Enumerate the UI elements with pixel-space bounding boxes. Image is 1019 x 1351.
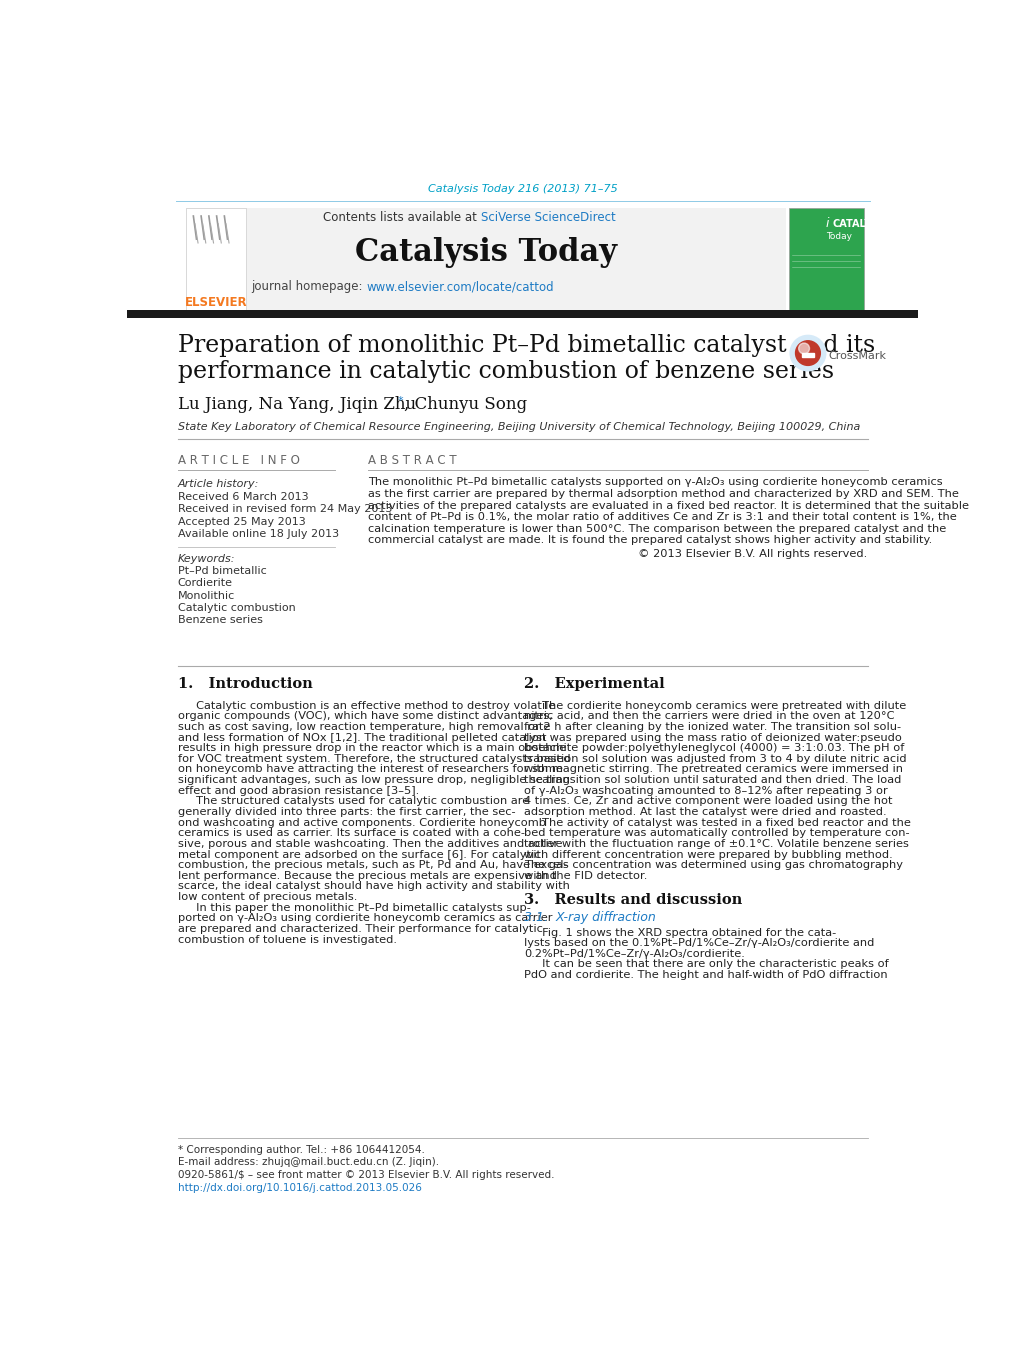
Text: of γ-Al₂O₃ washcoating amounted to 8–12% after repeating 3 or: of γ-Al₂O₃ washcoating amounted to 8–12%… (524, 786, 888, 796)
Text: 1.   Introduction: 1. Introduction (177, 677, 312, 692)
Text: The activity of catalyst was tested in a fixed bed reactor and the: The activity of catalyst was tested in a… (524, 817, 910, 828)
Text: 3.   Results and discussion: 3. Results and discussion (524, 893, 742, 908)
Text: Preparation of monolithic Pt–Pd bimetallic catalyst and its: Preparation of monolithic Pt–Pd bimetall… (177, 334, 874, 357)
Text: Accepted 25 May 2013: Accepted 25 May 2013 (177, 516, 306, 527)
Text: tion was prepared using the mass ratio of deionized water:pseudo: tion was prepared using the mass ratio o… (524, 732, 901, 743)
Text: Cordierite: Cordierite (177, 578, 232, 588)
Text: CrossMark: CrossMark (828, 351, 886, 361)
Text: Catalysis Today 216 (2013) 71–75: Catalysis Today 216 (2013) 71–75 (427, 184, 618, 195)
Text: adsorption method. At last the catalyst were dried and roasted.: adsorption method. At last the catalyst … (524, 807, 887, 817)
Text: Catalysis Today: Catalysis Today (355, 238, 615, 269)
Text: ond washcoating and active components. Cordierite honeycomb: ond washcoating and active components. C… (177, 817, 545, 828)
Text: * Corresponding author. Tel.: +86 1064412054.: * Corresponding author. Tel.: +86 106441… (177, 1146, 424, 1155)
Text: Today: Today (825, 232, 851, 242)
Text: The cordierite honeycomb ceramics were pretreated with dilute: The cordierite honeycomb ceramics were p… (524, 701, 906, 711)
Text: for 2 h after cleaning by the ionized water. The transition sol solu-: for 2 h after cleaning by the ionized wa… (524, 721, 901, 732)
Text: PdO and cordierite. The height and half-width of PdO diffraction: PdO and cordierite. The height and half-… (524, 970, 888, 979)
Text: such as cost saving, low reaction temperature, high removal rate: such as cost saving, low reaction temper… (177, 721, 549, 732)
Text: activities of the prepared catalysts are evaluated in a fixed bed reactor. It is: activities of the prepared catalysts are… (368, 500, 968, 511)
Text: on honeycomb have attracting the interest of researchers for some: on honeycomb have attracting the interes… (177, 765, 562, 774)
Text: , Chunyu Song: , Chunyu Song (404, 396, 527, 413)
Text: with the FID detector.: with the FID detector. (524, 871, 647, 881)
Text: 2.   Experimental: 2. Experimental (524, 677, 664, 692)
Text: 3.1.  X-ray diffraction: 3.1. X-ray diffraction (524, 911, 655, 924)
Text: SciVerse ScienceDirect: SciVerse ScienceDirect (480, 211, 615, 224)
Text: ported on γ-Al₂O₃ using cordierite honeycomb ceramics as carrier: ported on γ-Al₂O₃ using cordierite honey… (177, 913, 552, 923)
Text: Catalytic combustion is an effective method to destroy volatile: Catalytic combustion is an effective met… (177, 701, 554, 711)
Text: 0.2%Pt–Pd/1%Ce–Zr/γ-Al₂O₃/cordierite.: 0.2%Pt–Pd/1%Ce–Zr/γ-Al₂O₃/cordierite. (524, 948, 745, 959)
Text: ELSEVIER: ELSEVIER (184, 296, 247, 309)
Text: transition sol solution was adjusted from 3 to 4 by dilute nitric acid: transition sol solution was adjusted fro… (524, 754, 906, 763)
Text: i: i (825, 218, 828, 230)
Text: with different concentration were prepared by bubbling method.: with different concentration were prepar… (524, 850, 893, 859)
Text: nitric acid, and then the carriers were dried in the oven at 120°C: nitric acid, and then the carriers were … (524, 712, 894, 721)
Text: ceramics is used as carrier. Its surface is coated with a cohe-: ceramics is used as carrier. Its surface… (177, 828, 525, 838)
Text: significant advantages, such as low pressure drop, negligible scaling: significant advantages, such as low pres… (177, 775, 570, 785)
Text: Lu Jiang, Na Yang, Jiqin Zhu: Lu Jiang, Na Yang, Jiqin Zhu (177, 396, 416, 413)
FancyBboxPatch shape (788, 208, 863, 312)
Text: sive, porous and stable washcoating. Then the additives and active: sive, porous and stable washcoating. The… (177, 839, 561, 848)
Text: content of Pt–Pd is 0.1%, the molar ratio of additives Ce and Zr is 3:1 and thei: content of Pt–Pd is 0.1%, the molar rati… (368, 512, 956, 521)
Text: http://dx.doi.org/10.1016/j.cattod.2013.05.026: http://dx.doi.org/10.1016/j.cattod.2013.… (177, 1182, 421, 1193)
Text: with magnetic stirring. The pretreated ceramics were immersed in: with magnetic stirring. The pretreated c… (524, 765, 903, 774)
Text: Benzene series: Benzene series (177, 615, 263, 626)
Text: 0920-5861/$ – see front matter © 2013 Elsevier B.V. All rights reserved.: 0920-5861/$ – see front matter © 2013 El… (177, 1170, 554, 1181)
Text: 4 times. Ce, Zr and active component were loaded using the hot: 4 times. Ce, Zr and active component wer… (524, 796, 892, 807)
Text: calcination temperature is lower than 500°C. The comparison between the prepared: calcination temperature is lower than 50… (368, 524, 945, 534)
Text: troller with the fluctuation range of ±0.1°C. Volatile benzene series: troller with the fluctuation range of ±0… (524, 839, 908, 848)
Text: journal homepage:: journal homepage: (251, 281, 366, 293)
Text: Monolithic: Monolithic (177, 590, 235, 601)
Text: Received 6 March 2013: Received 6 March 2013 (177, 492, 308, 503)
Text: The monolithic Pt–Pd bimetallic catalysts supported on γ-Al₂O₃ using cordierite : The monolithic Pt–Pd bimetallic catalyst… (368, 477, 942, 488)
Text: Keywords:: Keywords: (177, 554, 235, 563)
Text: The structured catalysts used for catalytic combustion are: The structured catalysts used for cataly… (177, 796, 529, 807)
Text: www.elsevier.com/locate/cattod: www.elsevier.com/locate/cattod (366, 281, 553, 293)
Text: low content of precious metals.: low content of precious metals. (177, 892, 357, 902)
Text: Contents lists available at: Contents lists available at (323, 211, 480, 224)
Text: lysts based on the 0.1%Pt–Pd/1%Ce–Zr/γ-Al₂O₃/cordierite and: lysts based on the 0.1%Pt–Pd/1%Ce–Zr/γ-A… (524, 938, 874, 948)
Text: boehmite powder:polyethyleneglycol (4000) = 3:1:0.03. The pH of: boehmite powder:polyethyleneglycol (4000… (524, 743, 904, 754)
FancyBboxPatch shape (185, 208, 786, 312)
Circle shape (790, 335, 825, 370)
Text: for VOC treatment system. Therefore, the structured catalysts based: for VOC treatment system. Therefore, the… (177, 754, 570, 763)
Text: Available online 18 July 2013: Available online 18 July 2013 (177, 530, 338, 539)
Text: In this paper the monolithic Pt–Pd bimetallic catalysts sup-: In this paper the monolithic Pt–Pd bimet… (177, 902, 530, 913)
Text: are prepared and characterized. Their performance for catalytic: are prepared and characterized. Their pe… (177, 924, 542, 934)
Text: Article history:: Article history: (177, 480, 259, 489)
Text: Pt–Pd bimetallic: Pt–Pd bimetallic (177, 566, 266, 576)
Text: CATALYSIS: CATALYSIS (832, 219, 889, 228)
Text: the transition sol solution until saturated and then dried. The load: the transition sol solution until satura… (524, 775, 901, 785)
Text: A B S T R A C T: A B S T R A C T (368, 454, 455, 466)
Circle shape (795, 340, 819, 365)
Text: A R T I C L E   I N F O: A R T I C L E I N F O (177, 454, 300, 466)
Text: It can be seen that there are only the characteristic peaks of: It can be seen that there are only the c… (524, 959, 889, 970)
Text: combustion of toluene is investigated.: combustion of toluene is investigated. (177, 935, 396, 944)
Text: bed temperature was automatically controlled by temperature con-: bed temperature was automatically contro… (524, 828, 909, 838)
Text: performance in catalytic combustion of benzene series: performance in catalytic combustion of b… (177, 361, 834, 384)
Text: metal component are adsorbed on the surface [6]. For catalytic: metal component are adsorbed on the surf… (177, 850, 540, 859)
Text: State Key Laboratory of Chemical Resource Engineering, Beijing University of Che: State Key Laboratory of Chemical Resourc… (177, 422, 859, 432)
Text: commercial catalyst are made. It is found the prepared catalyst shows higher act: commercial catalyst are made. It is foun… (368, 535, 931, 546)
Text: effect and good abrasion resistance [3–5].: effect and good abrasion resistance [3–5… (177, 786, 419, 796)
Text: Catalytic combustion: Catalytic combustion (177, 603, 296, 613)
Text: © 2013 Elsevier B.V. All rights reserved.: © 2013 Elsevier B.V. All rights reserved… (638, 549, 867, 559)
Text: The gas concentration was determined using gas chromatography: The gas concentration was determined usi… (524, 861, 903, 870)
Bar (127, 309, 917, 317)
Text: lent performance. Because the precious metals are expensive and: lent performance. Because the precious m… (177, 871, 556, 881)
FancyBboxPatch shape (185, 208, 246, 312)
Text: generally divided into three parts: the first carrier, the sec-: generally divided into three parts: the … (177, 807, 515, 817)
Text: organic compounds (VOC), which have some distinct advantages,: organic compounds (VOC), which have some… (177, 712, 552, 721)
Text: combustion, the precious metals, such as Pt, Pd and Au, have excel-: combustion, the precious metals, such as… (177, 861, 567, 870)
Text: as the first carrier are prepared by thermal adsorption method and characterized: as the first carrier are prepared by the… (368, 489, 958, 499)
Text: Received in revised form 24 May 2013: Received in revised form 24 May 2013 (177, 504, 392, 515)
Circle shape (798, 343, 809, 354)
Text: and less formation of NOx [1,2]. The traditional pelleted catalyst: and less formation of NOx [1,2]. The tra… (177, 732, 546, 743)
Text: *: * (397, 396, 404, 405)
Text: Fig. 1 shows the XRD spectra obtained for the cata-: Fig. 1 shows the XRD spectra obtained fo… (524, 928, 836, 938)
Text: scarce, the ideal catalyst should have high activity and stability with: scarce, the ideal catalyst should have h… (177, 881, 570, 892)
Text: E-mail address: zhujq@mail.buct.edu.cn (Z. Jiqin).: E-mail address: zhujq@mail.buct.edu.cn (… (177, 1156, 438, 1166)
Bar (801, 353, 813, 357)
Text: results in high pressure drop in the reactor which is a main obstacle: results in high pressure drop in the rea… (177, 743, 566, 754)
